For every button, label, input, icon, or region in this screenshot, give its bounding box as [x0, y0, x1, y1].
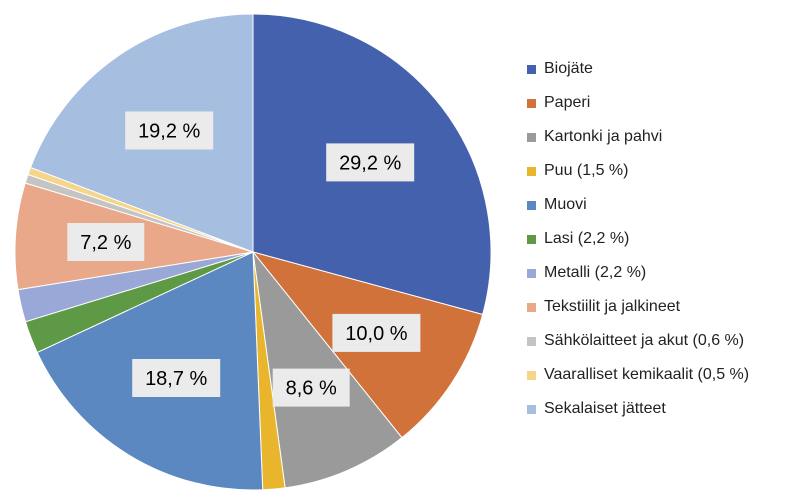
data-label-kartonki-ja-pahvi: 8,6 %	[272, 368, 350, 407]
legend-swatch	[527, 132, 536, 142]
legend-swatch	[527, 336, 536, 346]
data-label-paperi: 10,0 %	[332, 313, 421, 352]
data-label-text: 7,2 %	[80, 232, 131, 254]
legend-label: Tekstiilit ja jalkineet	[544, 298, 681, 315]
legend-label: Sähkölaitteet ja akut (0,6 %)	[544, 332, 745, 349]
data-label-box	[326, 143, 415, 182]
legend-item-puu-1-5: Puu (1,5 %)	[527, 154, 749, 188]
legend-item-sahkolaitteet-ja-akut-0-6: Sähkölaitteet ja akut (0,6 %)	[527, 324, 749, 358]
data-label-muovi: 18,7 %	[132, 359, 221, 397]
legend-item-kartonki-ja-pahvi: Kartonki ja pahvi	[527, 120, 749, 154]
pie-chart: 29,2 % 10,0 % 8,6 % 18,7 % 7,2 % 19,2 %	[14, 13, 492, 491]
data-label-biojate: 29,2 %	[326, 143, 415, 182]
legend-label: Sekalaiset jätteet	[544, 400, 666, 417]
data-label-text: 29,2 %	[339, 152, 401, 174]
legend-swatch	[527, 302, 536, 312]
legend-item-tekstiilit-ja-jalkineet: Tekstiilit ja jalkineet	[527, 290, 749, 324]
data-label-box	[67, 223, 145, 261]
legend-swatch	[527, 64, 536, 74]
data-label-box	[132, 359, 221, 397]
legend-item-paperi: Paperi	[527, 86, 749, 120]
chart-legend: Biojäte Paperi Kartonki ja pahvi Puu (1,5 %…	[527, 52, 749, 426]
data-label-box	[125, 111, 214, 150]
legend-swatch	[527, 268, 536, 278]
legend-swatch	[527, 166, 536, 176]
legend-item-lasi-2-2: Lasi (2,2 %)	[527, 222, 749, 256]
legend-item-vaaralliset-kemikaalit-0-5: Vaaralliset kemikaalit (0,5 %)	[527, 358, 749, 392]
pie-slices	[14, 13, 492, 491]
data-label-box	[332, 313, 421, 352]
legend-item-metalli-2-2: Metalli (2,2 %)	[527, 256, 749, 290]
legend-swatch	[527, 200, 536, 210]
data-label-text: 8,6 %	[286, 378, 337, 400]
legend-item-biojate: Biojäte	[527, 52, 749, 86]
data-label-text: 19,2 %	[138, 121, 200, 143]
data-label-tekstiilit-ja-jalkineet: 7,2 %	[67, 223, 145, 261]
legend-label: Vaaralliset kemikaalit (0,5 %)	[544, 366, 750, 383]
data-label-text: 18,7 %	[145, 368, 207, 390]
legend-label: Biojäte	[544, 60, 593, 77]
legend-item-muovi: Muovi	[527, 188, 749, 222]
legend-swatch	[527, 404, 536, 414]
legend-swatch	[527, 234, 536, 244]
legend-swatch	[527, 98, 536, 108]
legend-label: Muovi	[544, 196, 587, 213]
data-label-text: 10,0 %	[345, 323, 407, 345]
legend-swatch	[527, 370, 536, 380]
legend-label: Puu (1,5 %)	[544, 162, 629, 179]
legend-label: Metalli (2,2 %)	[544, 264, 647, 281]
data-label-box	[272, 368, 350, 407]
legend-item-sekalaiset-jatteet: Sekalaiset jätteet	[527, 392, 749, 426]
pie-data-labels: 29,2 % 10,0 % 8,6 % 18,7 % 7,2 % 19,2 %	[67, 111, 421, 407]
data-label-sekalaiset-jatteet: 19,2 %	[125, 111, 214, 150]
legend-label: Paperi	[544, 94, 591, 111]
legend-label: Kartonki ja pahvi	[544, 128, 663, 145]
legend-label: Lasi (2,2 %)	[544, 230, 630, 247]
